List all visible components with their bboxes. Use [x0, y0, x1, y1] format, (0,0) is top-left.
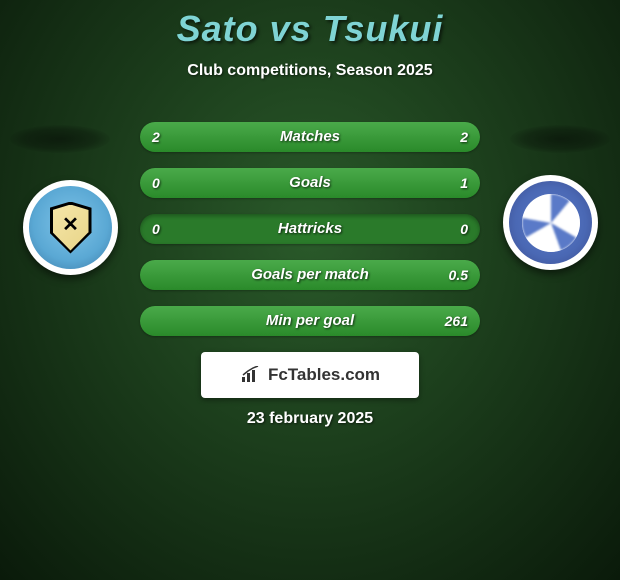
player-a-name: Sato	[177, 8, 259, 49]
stat-bars: Matches22Goals01Hattricks00Goals per mat…	[140, 122, 480, 352]
team-crest-right-inner	[509, 181, 592, 264]
team-crest-right	[503, 175, 598, 270]
stat-value-left: 0	[152, 214, 160, 244]
stat-label: Goals per match	[140, 260, 480, 290]
stat-value-left: 2	[152, 122, 160, 152]
stat-label: Min per goal	[140, 306, 480, 336]
page-title: Sato vs Tsukui	[0, 0, 620, 50]
player-b-name: Tsukui	[323, 8, 444, 49]
stat-row: Goals0 1	[140, 168, 480, 198]
date-text: 23 february 2025	[0, 410, 620, 428]
crest-shadow-right	[510, 125, 610, 153]
stat-label: Matches	[140, 122, 480, 152]
stat-value-right: 0.5	[449, 260, 468, 290]
stat-value-right: 261	[445, 306, 468, 336]
team-crest-left-inner	[29, 186, 112, 269]
stat-label: Goals	[140, 168, 480, 198]
stat-value-right: 1	[460, 168, 468, 198]
stat-value-right: 2	[460, 122, 468, 152]
stat-row: Matches2 2	[140, 122, 480, 152]
stat-row: Goals per match0.5	[140, 260, 480, 290]
vs-text: vs	[270, 8, 312, 49]
stat-row: Hattricks0 0	[140, 214, 480, 244]
swirl-icon	[522, 194, 580, 252]
team-crest-left	[23, 180, 118, 275]
stat-row: Min per goal261	[140, 306, 480, 336]
stat-label: Hattricks	[140, 214, 480, 244]
stat-value-right: 0	[460, 214, 468, 244]
logo-text: FcTables.com	[268, 365, 380, 385]
chart-icon	[240, 366, 262, 384]
crest-shadow-left	[10, 125, 110, 153]
subtitle: Club competitions, Season 2025	[0, 62, 620, 80]
stat-value-left: 0	[152, 168, 160, 198]
logo-box[interactable]: FcTables.com	[201, 352, 419, 398]
shield-icon	[50, 202, 92, 254]
